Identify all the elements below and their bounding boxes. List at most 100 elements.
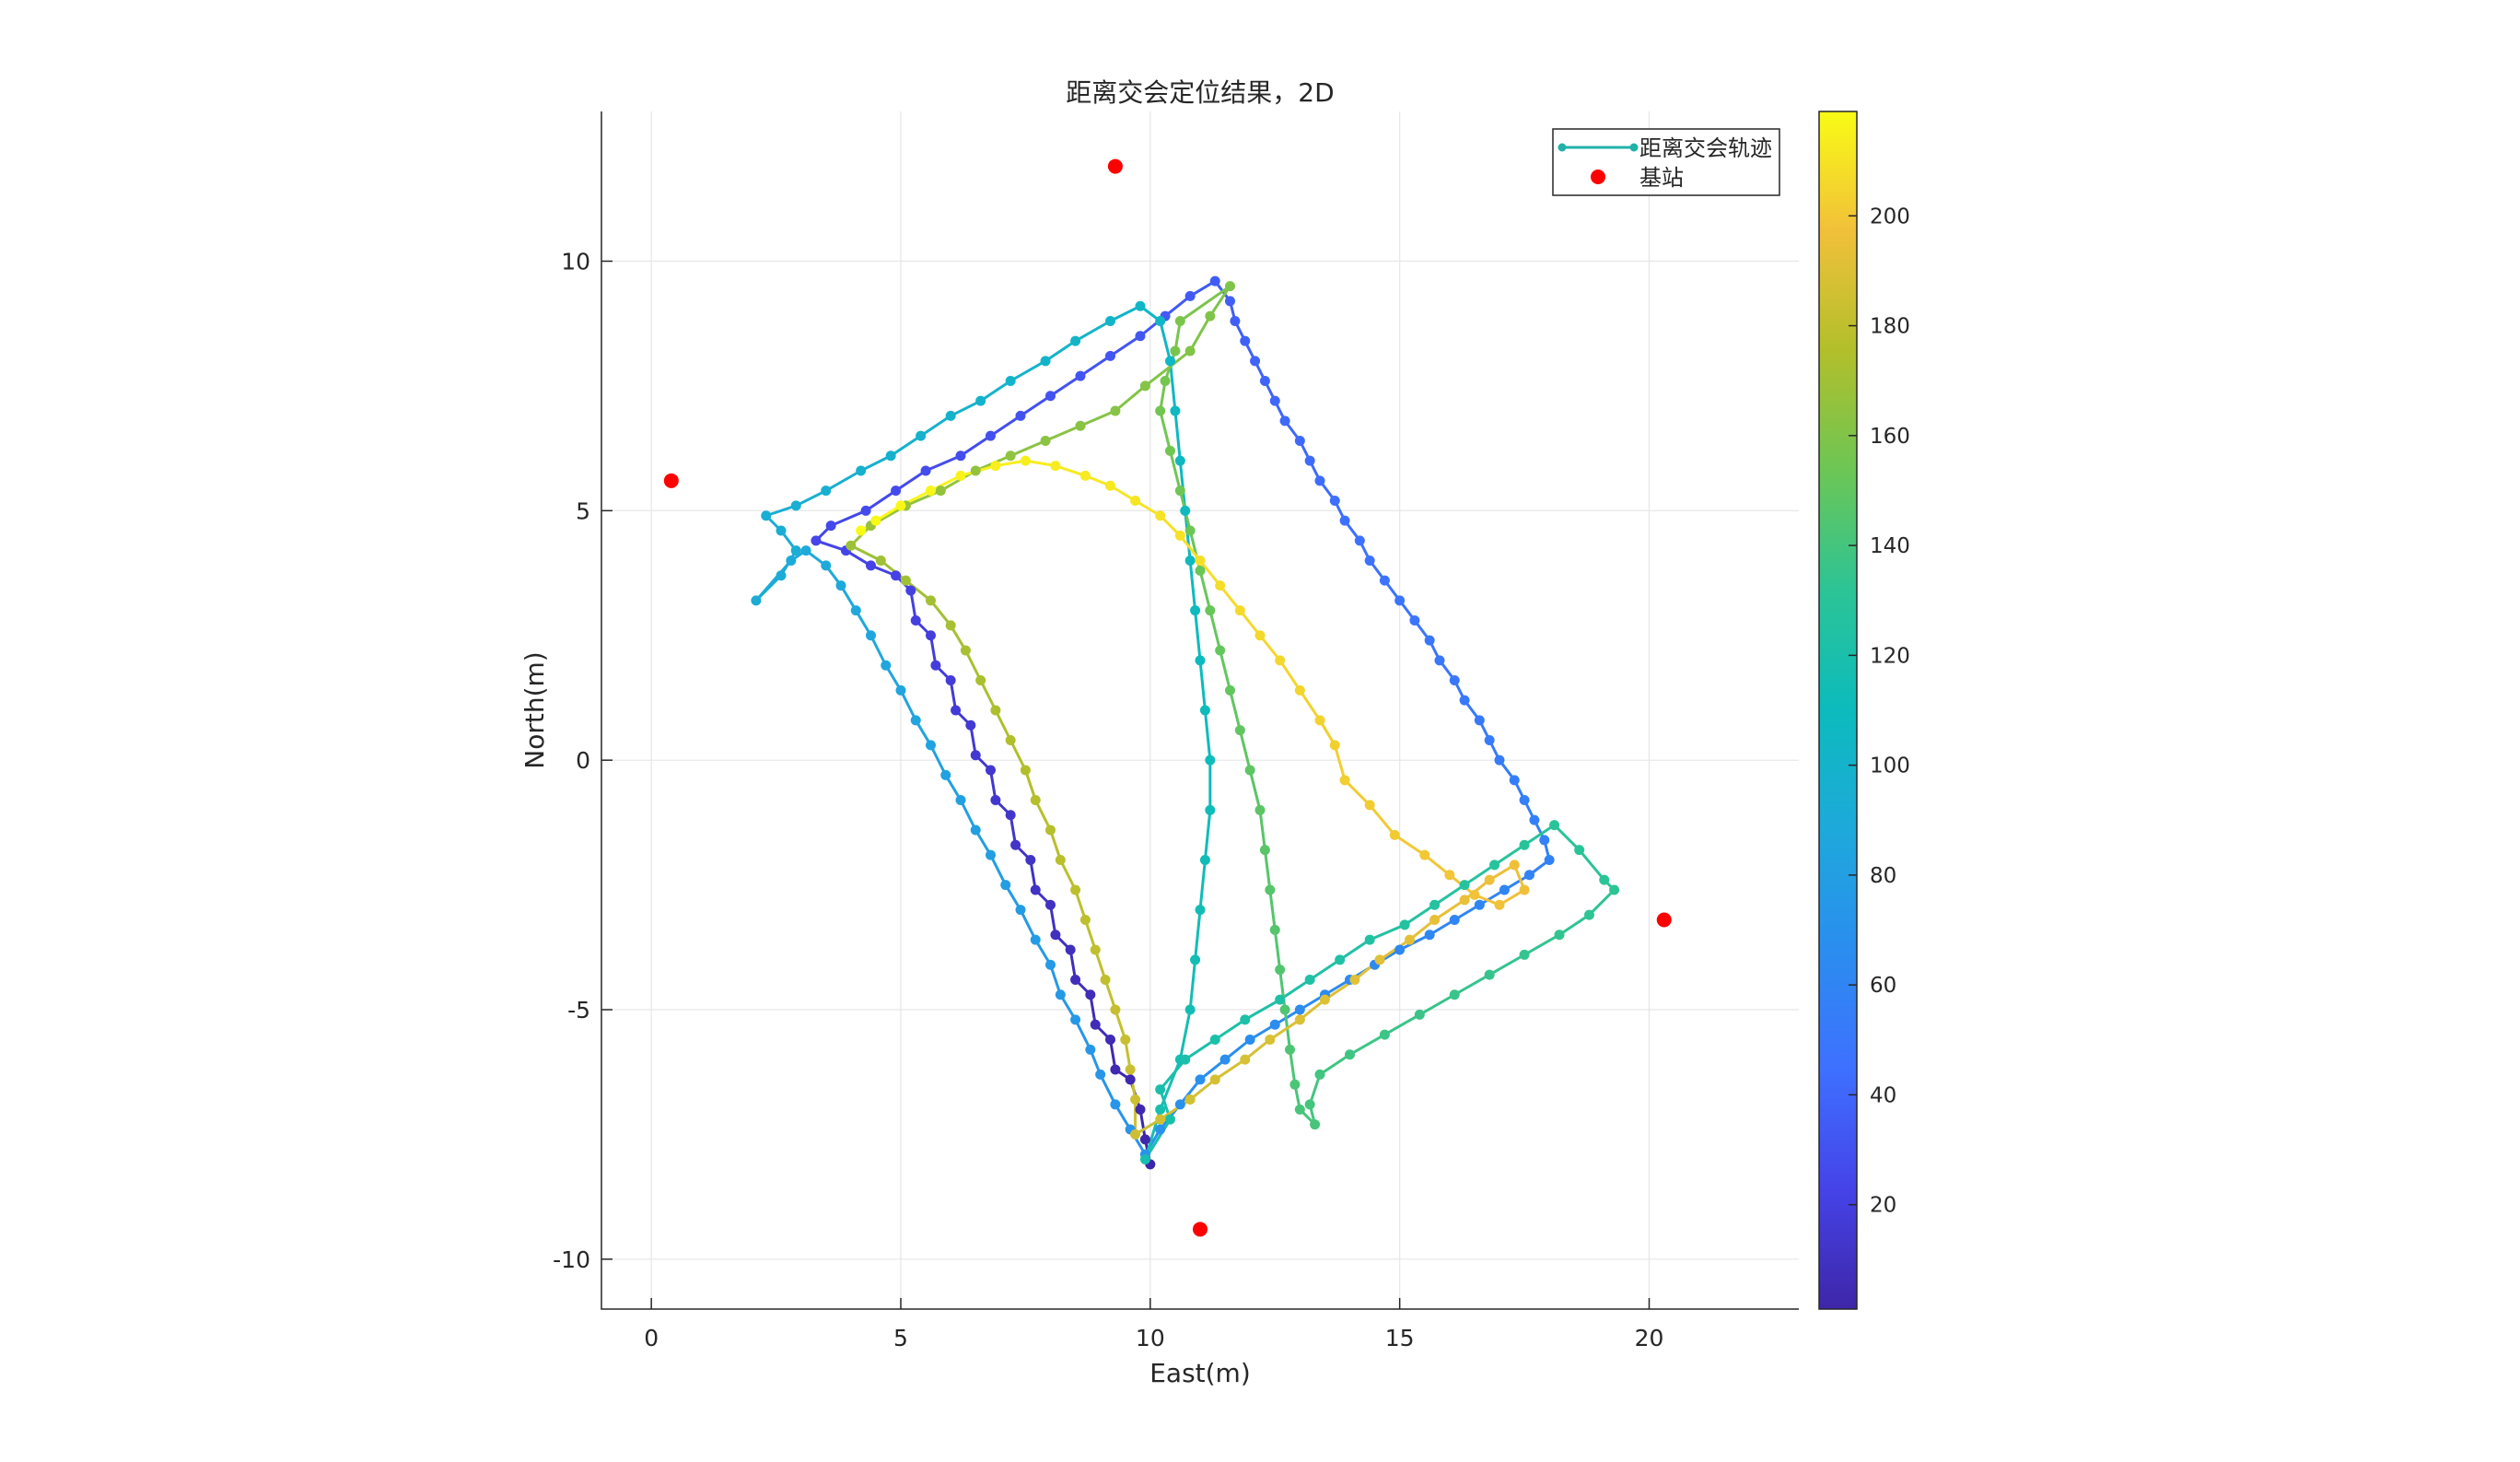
trajectory-point xyxy=(970,750,981,761)
trajectory-point xyxy=(1474,715,1485,726)
trajectory-point xyxy=(1484,735,1495,745)
trajectory-segment xyxy=(1523,824,1556,847)
trajectory-point xyxy=(1030,884,1041,895)
trajectory-segment xyxy=(1103,979,1117,1011)
trajectory-point xyxy=(945,410,956,421)
trajectory-segment xyxy=(1058,859,1077,891)
legend-station-swatch xyxy=(1591,170,1605,184)
trajectory-point xyxy=(1304,975,1315,985)
trajectory-segment xyxy=(1268,889,1277,930)
trajectory-point xyxy=(1335,954,1346,965)
trajectory-point xyxy=(1205,310,1216,322)
trajectory-point xyxy=(1105,316,1115,326)
trajectory-point xyxy=(1205,605,1216,616)
trajectory-point xyxy=(1170,405,1181,416)
trajectory-point xyxy=(1379,575,1390,586)
trajectory-point xyxy=(1199,855,1210,865)
trajectory-point xyxy=(1020,765,1031,776)
trajectory-point xyxy=(1265,1035,1276,1045)
trajectory-point xyxy=(1519,839,1530,850)
trajectory-point xyxy=(1005,810,1016,821)
trajectory-point xyxy=(1045,825,1056,836)
trajectory-point xyxy=(1070,1014,1081,1025)
trajectory-point xyxy=(1045,959,1056,970)
colorbar-ticks: 20 40 60 80 100 120 140 160 180 200 xyxy=(1849,205,1910,1218)
trajectory-point xyxy=(821,485,832,497)
trajectory-point xyxy=(1174,1099,1185,1110)
trajectory-point xyxy=(786,556,797,566)
trajectory-point xyxy=(1209,1074,1220,1085)
trajectory-point xyxy=(751,595,762,606)
trajectory-point xyxy=(1170,345,1181,357)
x-tick-label: 15 xyxy=(1385,1325,1415,1351)
trajectory-segment xyxy=(1553,824,1581,851)
trajectory-point xyxy=(990,795,1001,805)
trajectory-point xyxy=(1275,655,1286,666)
trajectory-segment xyxy=(1278,969,1287,1011)
colorbar-tick-label: 160 xyxy=(1870,425,1910,449)
trajectory-point xyxy=(1234,605,1245,616)
trajectory-point xyxy=(1234,725,1245,736)
trajectory-point xyxy=(1055,855,1066,865)
trajectory-segment xyxy=(1114,384,1147,413)
trajectory-segment xyxy=(1164,295,1192,318)
trajectory-segment xyxy=(1398,933,1430,952)
trajectory-point xyxy=(1045,899,1056,910)
trajectory-segment xyxy=(1319,1053,1351,1076)
trajectory-segment xyxy=(880,559,907,582)
trajectory-point xyxy=(1574,845,1585,856)
trajectory-point xyxy=(1529,814,1540,825)
trajectory-point xyxy=(1209,275,1220,287)
trajectory-point xyxy=(1075,420,1086,431)
trajectory-segment xyxy=(1074,889,1087,920)
trajectory-segment xyxy=(1333,744,1347,781)
trajectory-segment xyxy=(1258,810,1266,850)
trajectory-segment xyxy=(899,689,917,721)
trajectory-point xyxy=(1459,880,1470,891)
trajectory-point xyxy=(1379,1029,1390,1040)
trajectory-point xyxy=(1120,1035,1131,1045)
trajectory-point xyxy=(1484,874,1495,885)
trajectory-segment xyxy=(1044,424,1081,442)
trajectory-segment xyxy=(1198,559,1221,587)
trajectory-point xyxy=(1110,1064,1121,1075)
trajectory-point xyxy=(1135,1104,1146,1115)
trajectory-segment xyxy=(1523,933,1560,956)
trajectory-point xyxy=(1279,415,1290,427)
trajectory-segment xyxy=(1179,534,1202,562)
trajectory-point xyxy=(1005,450,1016,462)
trajectory-point xyxy=(1000,880,1011,891)
trajectory-point xyxy=(1289,1079,1301,1090)
trajectory-point xyxy=(790,545,801,556)
trajectory-segment xyxy=(1248,769,1262,811)
trajectory-point xyxy=(1240,335,1251,346)
trajectory-point xyxy=(1489,860,1500,871)
trajectory-point xyxy=(1180,1054,1191,1065)
trajectory-segment xyxy=(1219,584,1242,612)
trajectory-point xyxy=(821,560,832,571)
x-tick-label: 0 xyxy=(644,1325,659,1351)
trajectory-segment xyxy=(1114,1009,1127,1040)
trajectory-point xyxy=(1539,835,1550,846)
trajectory-segment xyxy=(1269,1018,1301,1041)
trajectory-point xyxy=(1005,376,1016,386)
trajectory-point xyxy=(1079,470,1091,481)
trajectory-segment xyxy=(1558,913,1591,936)
trajectory-point xyxy=(776,525,787,536)
trajectory-point xyxy=(1429,899,1441,910)
trajectory-point xyxy=(1254,804,1266,815)
trajectory-segment xyxy=(994,709,1012,742)
trajectory-segment xyxy=(1179,285,1231,322)
trajectory-point xyxy=(1205,754,1216,766)
base-station-point xyxy=(1193,1222,1208,1237)
trajectory-point xyxy=(1174,530,1185,541)
trajectory-point xyxy=(910,615,921,626)
trajectory-segment xyxy=(929,744,948,777)
trajectory-point xyxy=(1155,1124,1166,1135)
trajectory-point xyxy=(1130,1094,1141,1105)
trajectory-point xyxy=(1184,556,1196,566)
trajectory-point xyxy=(1294,436,1305,446)
trajectory-point xyxy=(1424,635,1435,646)
trajectory-point xyxy=(935,485,946,497)
trajectory-point xyxy=(1095,1069,1106,1080)
